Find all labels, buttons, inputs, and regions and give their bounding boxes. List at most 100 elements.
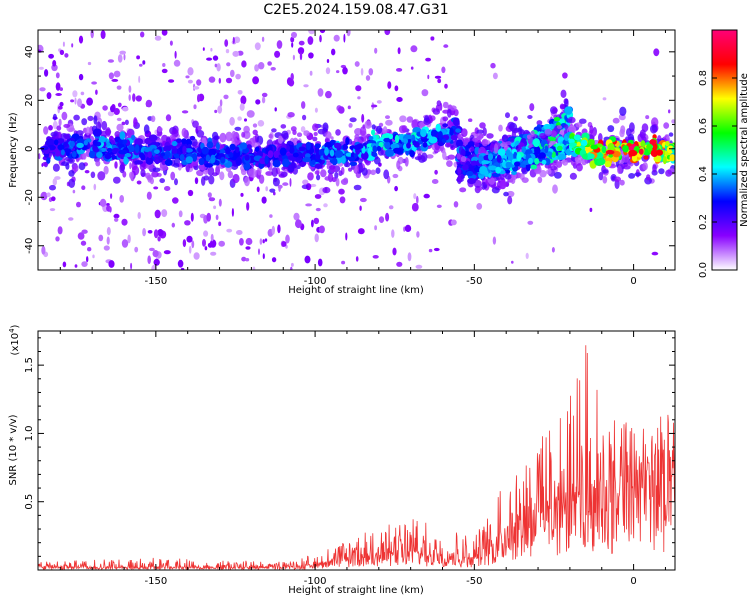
heatmap-cell <box>453 201 459 208</box>
heatmap-cell <box>237 116 242 121</box>
heatmap-cell <box>108 72 114 80</box>
heatmap-cell <box>359 126 367 136</box>
heatmap-cell <box>196 79 202 86</box>
heatmap-cell <box>63 148 72 153</box>
heatmap-cell <box>85 126 91 136</box>
heatmap-cell <box>338 106 345 114</box>
heatmap-cell <box>598 172 604 181</box>
heatmap-cell <box>601 145 607 154</box>
colorbar-tick-label: 0.0 <box>698 262 709 278</box>
heatmap-cell <box>303 130 310 137</box>
heatmap-cell <box>496 154 502 163</box>
heatmap-cell <box>181 138 187 145</box>
heatmap-cell <box>271 167 279 177</box>
heatmap-cell <box>544 128 552 137</box>
heatmap-cell <box>70 140 75 147</box>
heatmap-cell <box>459 187 467 193</box>
heatmap-cell <box>162 63 166 67</box>
heatmap-cell <box>404 157 409 167</box>
heatmap-cell <box>214 63 218 68</box>
heatmap-cell <box>325 131 332 140</box>
heatmap-cell <box>399 115 407 123</box>
heatmap-cell <box>153 258 160 266</box>
heatmap-cell <box>370 169 377 176</box>
heatmap-cell <box>231 208 234 217</box>
heatmap-cell <box>354 61 360 67</box>
heatmap-cell <box>51 64 58 72</box>
spectrogram-x-axis: -150 -100 -50 0 <box>59 30 666 287</box>
heatmap-cell <box>557 145 563 151</box>
heatmap-cell <box>133 117 138 128</box>
heatmap-cell <box>406 116 414 123</box>
heatmap-cell <box>579 118 587 124</box>
heatmap-cell <box>550 165 558 171</box>
heatmap-cell <box>412 140 417 146</box>
heatmap-cell <box>113 108 120 115</box>
heatmap-cell <box>269 188 276 193</box>
heatmap-cell <box>329 149 335 157</box>
heatmap-cell <box>383 137 391 143</box>
heatmap-cell <box>312 123 319 132</box>
heatmap-cell <box>81 118 88 126</box>
heatmap-cell <box>208 197 216 202</box>
colorbar-tick-label: 0.6 <box>698 118 709 134</box>
heatmap-cell <box>59 49 65 56</box>
heatmap-cell <box>164 159 173 167</box>
heatmap-cell <box>575 122 583 128</box>
heatmap-cell <box>147 255 151 264</box>
heatmap-cell <box>336 70 340 74</box>
heatmap-cell <box>57 144 65 151</box>
heatmap-cell <box>313 132 318 136</box>
heatmap-cell <box>481 138 489 147</box>
heatmap-cell <box>55 72 60 79</box>
heatmap-cell <box>49 208 56 212</box>
heatmap-cell <box>244 176 250 187</box>
chart-title: C2E5.2024.159.08.47.G31 <box>263 2 448 18</box>
heatmap-cell <box>233 36 241 44</box>
heatmap-cell <box>59 87 63 91</box>
heatmap-cell <box>71 43 74 48</box>
heatmap-cell <box>229 116 235 126</box>
heatmap-cell <box>396 160 401 170</box>
heatmap-cell <box>318 225 325 234</box>
heatmap-cell <box>245 237 253 246</box>
heatmap-cell <box>136 180 142 185</box>
heatmap-cell <box>416 195 419 204</box>
heatmap-cell <box>314 233 319 243</box>
heatmap-cell <box>268 133 273 139</box>
heatmap-cell <box>582 153 588 160</box>
heatmap-cell <box>318 149 325 156</box>
snr-panel: -150 -100 -50 0 0.5 1.0 1.5 Height of straigh… <box>8 324 676 596</box>
colorbar-gradient <box>712 30 737 270</box>
heatmap-cell <box>589 125 594 134</box>
heatmap-cell <box>546 169 552 175</box>
heatmap-cell <box>642 162 648 171</box>
heatmap-cell <box>248 155 256 163</box>
heatmap-cell <box>541 159 547 165</box>
heatmap-cell <box>95 160 101 167</box>
heatmap-cell <box>160 152 166 157</box>
y-tick-label: 1.0 <box>24 425 35 441</box>
heatmap-cell <box>656 149 663 156</box>
heatmap-cell <box>243 130 251 140</box>
y-tick-label: 1.5 <box>24 357 35 373</box>
heatmap-cell <box>357 228 365 235</box>
heatmap-cell <box>372 145 378 153</box>
heatmap-cell <box>458 145 464 155</box>
heatmap-cell <box>557 153 567 160</box>
heatmap-cell <box>271 257 277 263</box>
heatmap-cell <box>62 261 67 268</box>
heatmap-cell <box>497 148 506 156</box>
heatmap-cell <box>273 150 279 158</box>
heatmap-cell <box>290 160 296 169</box>
heatmap-cell <box>232 173 240 184</box>
heatmap-cell <box>77 98 82 108</box>
heatmap-cell <box>119 50 126 55</box>
heatmap-cell <box>378 216 385 224</box>
heatmap-cell <box>442 123 448 128</box>
heatmap-cell <box>226 228 233 233</box>
heatmap-cell <box>639 129 646 139</box>
heatmap-cell <box>309 70 313 76</box>
heatmap-cell <box>114 161 118 169</box>
heatmap-cell <box>396 68 403 72</box>
